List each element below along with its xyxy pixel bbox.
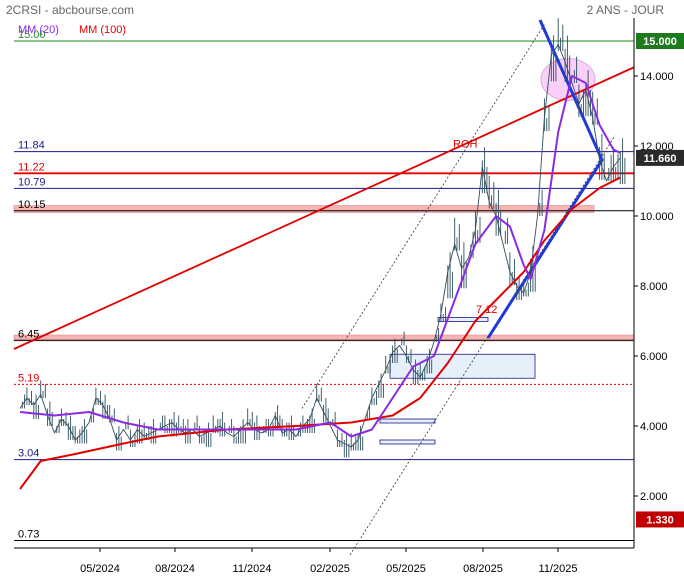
level-label-0: 15.00 [18, 29, 46, 41]
y-tick-label-0: 2.000 [640, 491, 668, 503]
y-tick-label-3: 8.000 [640, 281, 668, 293]
level-label-6: 5.19 [18, 372, 39, 384]
price-tags: 15.000 11.660 1.330 [636, 33, 684, 528]
x-tick-label-4: 05/2025 [386, 563, 426, 575]
trendline-red [13, 66, 635, 350]
chart-source: 2CRSI - abcbourse.com [6, 3, 134, 17]
price-tag-label-2: 1.330 [646, 514, 674, 526]
level-label-1: 11.84 [18, 140, 45, 152]
price-tag-label-0: 15.000 [643, 36, 677, 48]
y-tick-label-4: 10.000 [640, 211, 674, 223]
level-label-5: 6.45 [18, 328, 39, 340]
x-tick-label-5: 08/2025 [463, 563, 503, 575]
channel-lower [349, 135, 616, 556]
highlight-ellipse [540, 58, 596, 101]
price-tag-0 [636, 33, 684, 49]
x-tick-label-6: 11/2025 [539, 563, 578, 575]
zones-layer [13, 58, 635, 445]
levels-layer: 15.00 11.84 11.22 10.79 10.15 6.45 5.19 3.04 0.7… [14, 29, 634, 541]
zone-10-15 [13, 205, 595, 213]
x-tick-label-1: 08/2024 [155, 563, 195, 575]
x-tick-label-0: 05/2024 [80, 563, 120, 575]
legend-mm100: MM (100) [79, 24, 126, 36]
zone-blue-small [437, 317, 489, 322]
x-tick-label-2: 11/2024 [233, 563, 272, 575]
zone-blue-low2 [379, 418, 436, 424]
level-label-7: 3.04 [18, 448, 39, 460]
level-label-4: 10.15 [18, 199, 46, 211]
zone-blue-low [379, 439, 436, 445]
level-label-8: 0.73 [18, 528, 39, 540]
x-axis: 05/2024 08/2024 11/2024 02/2025 05/2025 08/20… [14, 547, 634, 575]
level-label-3: 10.79 [18, 176, 46, 188]
mm20-line [19, 75, 621, 438]
legend-mm20: MM (20) [18, 24, 59, 36]
level-label-2: 11.22 [18, 161, 45, 173]
y-tick-label-1: 4.000 [640, 421, 668, 433]
trendlines-layer [13, 19, 635, 556]
x-tick-label-3: 02/2025 [310, 563, 350, 575]
price-line [19, 44, 621, 448]
price-bars [21, 18, 626, 458]
chart-period: 2 ANS - JOUR [587, 3, 665, 17]
y-tick-label-6: 14.000 [640, 71, 674, 83]
price-tag-2 [636, 511, 684, 528]
price-tag-1 [636, 149, 684, 166]
series-layer [19, 18, 626, 490]
price-tag-label-1: 11.660 [643, 153, 676, 165]
mm100-line [19, 176, 621, 490]
y-tick-label-2: 6.000 [640, 351, 668, 363]
channel-upper [301, 23, 546, 409]
